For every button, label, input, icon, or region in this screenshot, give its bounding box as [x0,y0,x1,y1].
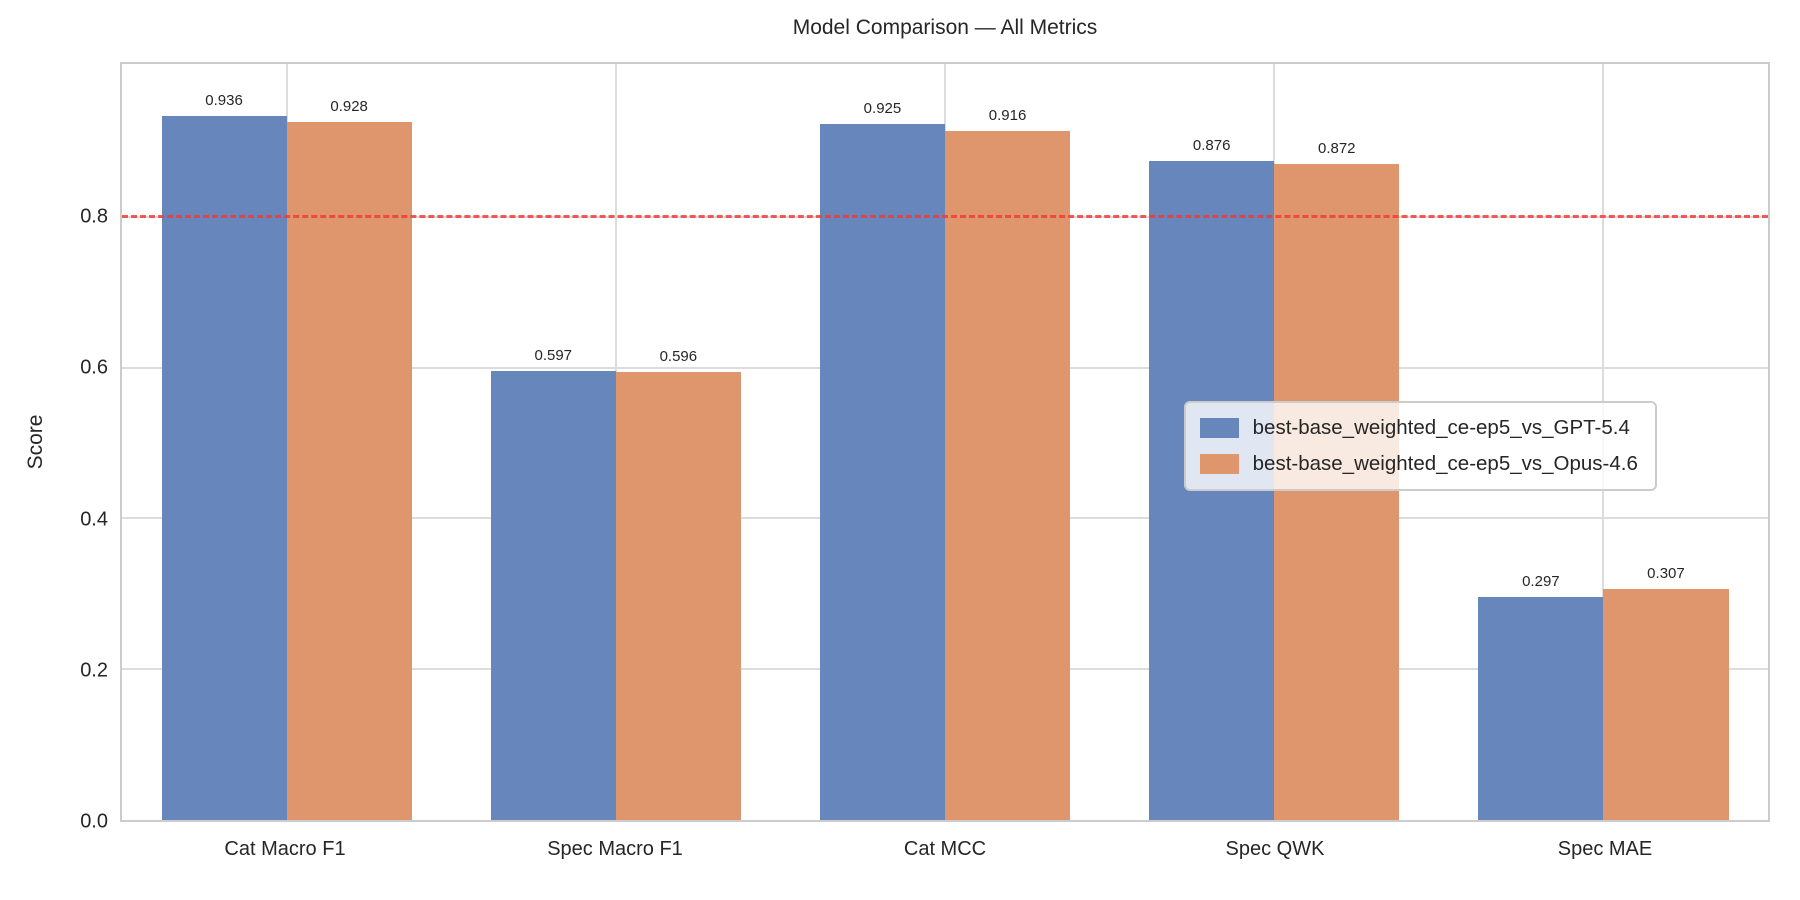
bar-value-label: 0.297 [1522,572,1560,590]
y-tick-label: 0.8 [80,205,108,228]
x-tick-label: Cat MCC [903,838,987,860]
legend-label-series1: best-base_weighted_ce-ep5_vs_GPT-5.4 [1252,416,1630,440]
legend-swatch-orange [1199,454,1239,475]
x-tick-label: Spec MAE [1557,838,1653,860]
bar-series2-cat-mcc: 0.916 [945,107,1071,820]
legend-item-series1: best-base_weighted_ce-ep5_vs_GPT-5.4 [1199,416,1638,440]
bar-value-label: 0.876 [1192,137,1231,155]
bar-series2-cat-macro-f1: 0.928 [286,98,412,820]
legend-swatch-blue [1199,418,1239,439]
x-tick-label: Spec QWK [1225,838,1325,860]
bar-value-label: 0.916 [988,106,1027,124]
x-tick-label: Spec Macro F1 [547,838,683,860]
legend: best-base_weighted_ce-ep5_vs_GPT-5.4 bes… [1183,401,1657,492]
bar-value-label: 0.597 [534,346,573,364]
threshold-line [122,215,1768,219]
x-axis-ticks: Cat Macro F1 Spec Macro F1 Cat MCC Spec QWK… [120,838,1770,861]
bar-series1-cat-macro-f1: 0.936 [161,92,287,820]
bar-value-label: 0.307 [1647,565,1685,583]
bar-series-container: 0.936 0.928 0.597 0.596 0.925 0.916 0.876 0.872… [122,64,1768,820]
bar-group-cat-mcc: 0.925 0.916 [780,64,1109,820]
bar-series2-spec-mae: 0.307 [1603,565,1729,820]
y-tick-label: 0.6 [80,356,108,379]
bar-value-label: 0.936 [205,91,243,109]
chart-title: Model Comparison — All Metrics [792,16,1098,39]
bar-series1-spec-mae: 0.297 [1478,573,1604,820]
y-tick-label: 0.0 [80,810,108,833]
y-tick-label: 0.4 [80,508,108,531]
bar-series1-cat-mcc: 0.925 [819,100,945,820]
bar-value-label: 0.872 [1317,140,1356,158]
bar-value-label: 0.928 [330,97,368,115]
y-tick-label: 0.2 [80,659,108,682]
bar-group-spec-macro-f1: 0.597 0.596 [451,64,780,820]
x-tick-label: Cat Macro F1 [224,838,346,860]
legend-item-series2: best-base_weighted_ce-ep5_vs_Opus-4.6 [1199,452,1638,476]
bar-group-spec-mae: 0.297 0.307 [1439,64,1768,820]
y-axis-ticks: 0.0 0.2 0.4 0.6 0.8 [0,62,108,833]
bar-value-label: 0.596 [659,347,698,365]
bar-series1-spec-macro-f1: 0.597 [490,347,616,820]
bar-series2-spec-qwk: 0.872 [1274,140,1400,820]
legend-label-series2: best-base_weighted_ce-ep5_vs_Opus-4.6 [1252,452,1638,476]
bar-group-cat-macro-f1: 0.936 0.928 [122,64,451,820]
bar-value-label: 0.925 [863,100,902,118]
bar-series2-spec-macro-f1: 0.596 [615,348,741,820]
plot-area: 0.936 0.928 0.597 0.596 0.925 0.916 0.876 0.872… [120,62,1770,822]
